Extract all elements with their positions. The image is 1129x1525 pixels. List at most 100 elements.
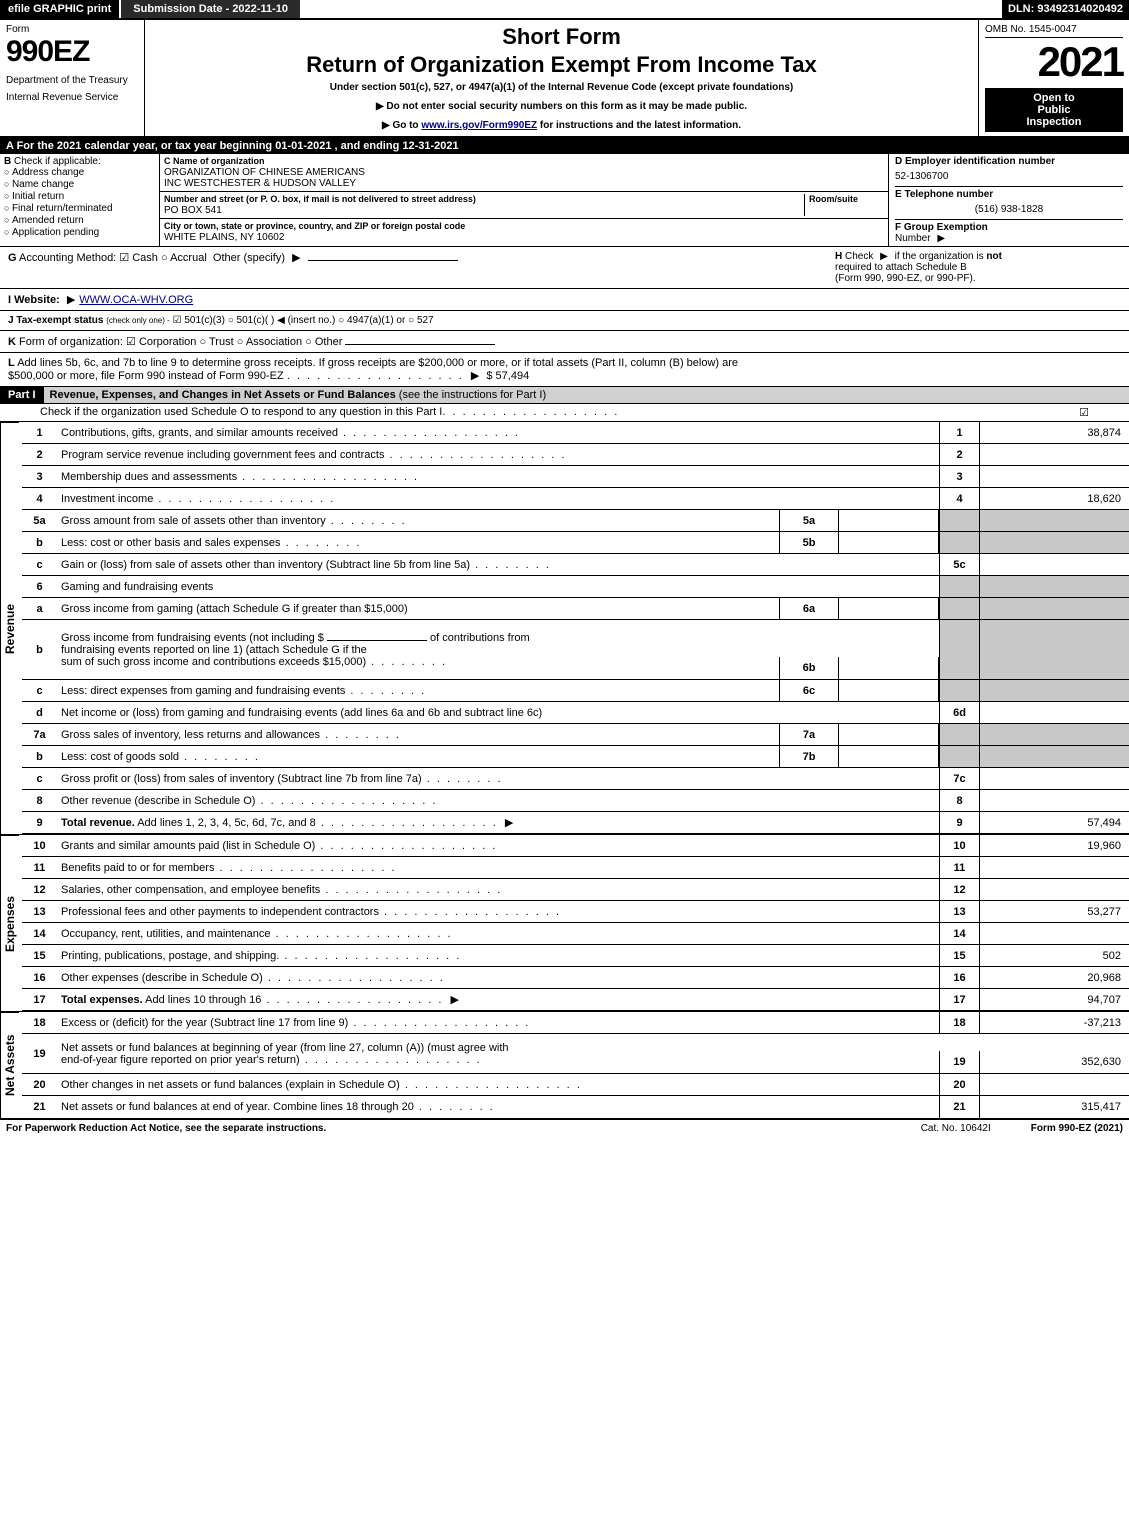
l7b-num: b xyxy=(22,749,57,765)
l20-num: 20 xyxy=(22,1077,57,1093)
chk-501c3[interactable] xyxy=(173,315,185,326)
open-inspection: Open to Public Inspection xyxy=(985,88,1123,132)
website-link[interactable]: WWW.OCA-WHV.ORG xyxy=(79,294,193,306)
goto-post: for instructions and the latest informat… xyxy=(537,120,741,131)
ein-value: 52-1306700 xyxy=(895,167,1123,187)
l6a-s: 6a xyxy=(779,598,839,619)
l20-amt xyxy=(979,1074,1129,1095)
box-c: C Name of organization ORGANIZATION OF C… xyxy=(160,154,889,246)
h-not: not xyxy=(986,251,1002,262)
l10-desc: Grants and similar amounts paid (list in… xyxy=(61,840,315,852)
l6d-amt xyxy=(979,702,1129,723)
chk-address[interactable]: Address change xyxy=(4,167,155,178)
l7c-r: 7c xyxy=(939,768,979,789)
l5c-r: 5c xyxy=(939,554,979,575)
row-l: L Add lines 5b, 6c, and 7b to line 9 to … xyxy=(0,353,1129,387)
chk-pending[interactable]: Application pending xyxy=(4,227,155,238)
chk-final[interactable]: Final return/terminated xyxy=(4,203,155,214)
chk-assoc[interactable] xyxy=(237,336,246,348)
l8-amt xyxy=(979,790,1129,811)
l5c-amt xyxy=(979,554,1129,575)
chk-trust[interactable] xyxy=(199,336,209,348)
netassets-vlabel: Net Assets xyxy=(0,1012,19,1118)
k-o3: Association xyxy=(246,336,302,348)
l6b-num: b xyxy=(22,642,57,658)
l2-desc: Program service revenue including govern… xyxy=(61,449,384,461)
l17-amt: 94,707 xyxy=(979,989,1129,1010)
l14-r: 14 xyxy=(939,923,979,944)
l6d-desc: Net income or (loss) from gaming and fun… xyxy=(57,705,939,721)
l3-r: 3 xyxy=(939,466,979,487)
box-d: D Employer identification number 52-1306… xyxy=(889,154,1129,246)
l5b-num: b xyxy=(22,535,57,551)
l12-desc: Salaries, other compensation, and employ… xyxy=(61,884,320,896)
j-label: J xyxy=(8,315,14,326)
expenses-vlabel: Expenses xyxy=(0,835,19,1011)
ssn-note-text: Do not enter social security numbers on … xyxy=(386,101,747,112)
efile-label[interactable]: efile GRAPHIC print xyxy=(0,0,119,18)
chk-527[interactable] xyxy=(408,315,417,326)
l14-desc: Occupancy, rent, utilities, and maintena… xyxy=(61,928,271,940)
l11-r: 11 xyxy=(939,857,979,878)
chk-501c[interactable] xyxy=(228,315,237,326)
j-ins: (insert no.) xyxy=(288,315,336,326)
chk-cash[interactable] xyxy=(119,252,132,264)
j-txt2: (check only one) - xyxy=(106,316,170,325)
l2-amt xyxy=(979,444,1129,465)
l4-desc: Investment income xyxy=(61,493,153,505)
l9-desc: Total revenue. xyxy=(61,817,135,829)
l15-desc: Printing, publications, postage, and shi… xyxy=(61,950,279,962)
l6c-desc: Less: direct expenses from gaming and fu… xyxy=(61,685,345,697)
form-header: Form 990EZ Department of the Treasury In… xyxy=(0,20,1129,138)
j-o4: 527 xyxy=(417,315,434,326)
l4-amt: 18,620 xyxy=(979,488,1129,509)
l16-r: 16 xyxy=(939,967,979,988)
l7a-desc: Gross sales of inventory, less returns a… xyxy=(61,729,320,741)
l15-r: 15 xyxy=(939,945,979,966)
tel-lbl: Telephone number xyxy=(904,189,993,200)
l6b-s: 6b xyxy=(779,657,839,679)
chk-4947[interactable] xyxy=(338,315,347,326)
submission-date: Submission Date - 2022-11-10 xyxy=(121,0,300,18)
open1: Open to xyxy=(989,92,1119,104)
l10-amt: 19,960 xyxy=(979,835,1129,856)
top-bar: efile GRAPHIC print Submission Date - 20… xyxy=(0,0,1129,20)
l-label: L xyxy=(8,357,15,369)
l1-amt: 38,874 xyxy=(979,422,1129,443)
chk-name[interactable]: Name change xyxy=(4,179,155,190)
l19-desc: Net assets or fund balances at beginning… xyxy=(61,1042,509,1054)
l5c-num: c xyxy=(22,557,57,573)
section-a: A For the 2021 calendar year, or tax yea… xyxy=(0,138,1129,154)
l20-desc: Other changes in net assets or fund bala… xyxy=(61,1079,400,1091)
box-bcd: B Check if applicable: Address change Na… xyxy=(0,154,1129,247)
l5a-num: 5a xyxy=(22,513,57,529)
b-title: Check if applicable: xyxy=(14,156,101,167)
h-text4: (Form 990, 990-EZ, or 990-PF). xyxy=(835,273,976,284)
l13-desc: Professional fees and other payments to … xyxy=(61,906,379,918)
l7b-s: 7b xyxy=(779,746,839,767)
chk-initial[interactable]: Initial return xyxy=(4,191,155,202)
l6b-d2: of contributions from xyxy=(430,632,530,644)
l8-desc: Other revenue (describe in Schedule O) xyxy=(61,795,255,807)
chk-accrual[interactable] xyxy=(161,252,170,264)
part1-checkbox[interactable] xyxy=(1079,406,1089,419)
chk-other-org[interactable] xyxy=(305,336,315,348)
box-b: B Check if applicable: Address change Na… xyxy=(0,154,160,246)
grp-num-lbl: Number xyxy=(895,233,931,244)
header-right: OMB No. 1545-0047 2021 Open to Public In… xyxy=(979,20,1129,136)
l16-amt: 20,968 xyxy=(979,967,1129,988)
chk-corp[interactable] xyxy=(126,336,139,348)
chk-amended[interactable]: Amended return xyxy=(4,215,155,226)
h-text2: if the organization is xyxy=(895,251,984,262)
l3-amt xyxy=(979,466,1129,487)
l20-r: 20 xyxy=(939,1074,979,1095)
b-label: B xyxy=(4,156,11,167)
other-label: Other (specify) xyxy=(213,252,285,264)
part1-check-text: Check if the organization used Schedule … xyxy=(40,406,442,419)
l13-r: 13 xyxy=(939,901,979,922)
l11-amt xyxy=(979,857,1129,878)
irs-link[interactable]: www.irs.gov/Form990EZ xyxy=(421,120,537,131)
k-txt: Form of organization: xyxy=(19,336,123,348)
cash-label: Cash xyxy=(132,252,158,264)
accrual-label: Accrual xyxy=(170,252,207,264)
